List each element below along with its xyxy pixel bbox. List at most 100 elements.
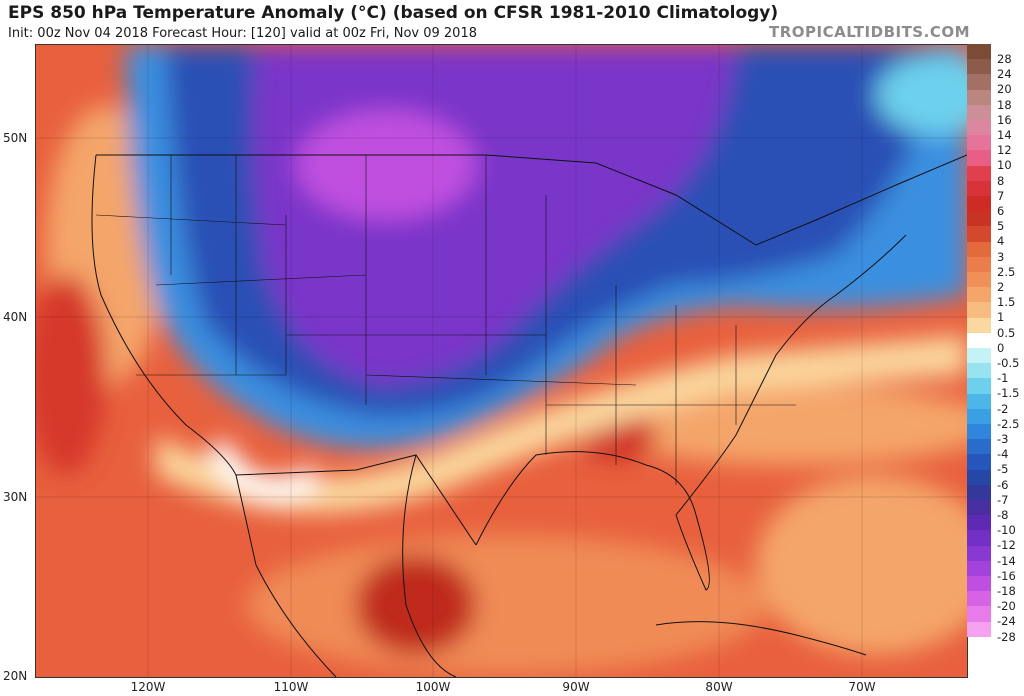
colorbar-label: 10 <box>997 158 1012 173</box>
colorbar-label: -5 <box>997 462 1009 477</box>
colorbar-label: -18 <box>997 584 1016 598</box>
run-info-subtitle: Init: 00z Nov 04 2018 Forecast Hour: [12… <box>8 26 477 41</box>
colorbar-swatch <box>967 439 991 455</box>
colorbar-label: -4 <box>997 447 1009 462</box>
colorbar-swatch <box>967 104 991 120</box>
colorbar-swatch <box>967 591 991 607</box>
coldest-core <box>296 110 476 220</box>
lat-label-40n: 40N <box>3 310 28 324</box>
colorbar-label: 0 <box>997 340 1005 355</box>
colorbar-swatch <box>967 226 991 242</box>
cool-patch-northeast <box>876 55 967 135</box>
lon-label-80w: 80W <box>705 680 733 694</box>
colorbar-label: -0.5 <box>997 356 1020 370</box>
colorbar-label: -2.5 <box>997 416 1020 431</box>
warm-band-caribbean <box>246 535 766 675</box>
colorbar-label: -16 <box>997 568 1016 583</box>
colorbar-swatch <box>967 500 991 516</box>
colorbar-swatch <box>967 621 991 637</box>
colorbar-swatch <box>967 332 991 348</box>
mexico-coast <box>402 454 457 677</box>
colorbar-swatch <box>967 424 991 440</box>
lat-label-20n: 20N <box>3 669 28 683</box>
colorbar-swatch <box>967 211 991 227</box>
colorbar-swatch <box>967 150 991 166</box>
colorbar-swatch <box>967 454 991 470</box>
colorbar-swatch <box>967 302 991 318</box>
colorbar-label: 6 <box>997 204 1005 218</box>
colorbar-label: -8 <box>997 508 1009 522</box>
colorbar-swatch <box>967 560 991 576</box>
colorbar-label: 1 <box>997 310 1005 325</box>
colorbar-label: 2.5 <box>997 264 1016 279</box>
colorbar-label: 8 <box>997 173 1005 188</box>
colorbar-swatch <box>967 317 991 333</box>
colorbar-label: 1.5 <box>997 295 1016 310</box>
colorbar-label: -7 <box>997 492 1009 507</box>
colorbar-label: -3 <box>997 432 1009 446</box>
state-boundaries <box>95 155 796 485</box>
brand-watermark: TROPICALTIDBITS.COM <box>769 23 970 41</box>
colorbar-label: -20 <box>997 599 1016 614</box>
colorbar-label: 7 <box>997 188 1005 203</box>
colorbar-label: 20 <box>997 82 1012 97</box>
hot-core-mexico <box>356 555 476 655</box>
colorbar-swatch <box>967 484 991 500</box>
colorbar-swatch <box>967 408 991 424</box>
colorbar-label: -10 <box>997 523 1016 538</box>
graticule <box>36 45 967 677</box>
anomaly-map-canvas <box>36 45 967 677</box>
colorbar-swatch <box>967 44 991 60</box>
map-title: EPS 850 hPa Temperature Anomaly (°C) (ba… <box>8 3 779 23</box>
lon-label-110w: 110W <box>273 680 309 694</box>
colorbar-swatch <box>967 89 991 105</box>
colorbar-swatch <box>967 530 991 546</box>
colorbar-label: 0.5 <box>997 325 1016 340</box>
lon-label-70w: 70W <box>848 680 876 694</box>
colorbar-label: 16 <box>997 112 1012 127</box>
baja-coast <box>235 474 337 677</box>
colorbar-label: 5 <box>997 219 1005 234</box>
colorbar-swatch <box>967 196 991 212</box>
lon-label-120w: 120W <box>130 680 166 694</box>
political-boundaries <box>91 154 967 677</box>
hot-core-pacific <box>36 275 106 475</box>
colorbar-label: -24 <box>997 614 1016 629</box>
colorbar-label: 4 <box>997 234 1005 249</box>
colorbar-swatch <box>967 515 991 531</box>
anomaly-map[interactable] <box>35 44 968 678</box>
colorbar-swatch <box>967 393 991 409</box>
colorbar-label: 28 <box>997 52 1012 66</box>
colorbar-swatch <box>967 135 991 151</box>
colorbar-swatch <box>967 256 991 272</box>
colorbar-swatch <box>967 348 991 364</box>
colorbar-swatch <box>967 180 991 196</box>
us-canada-border <box>96 154 967 246</box>
colorbar-label: 14 <box>997 128 1012 142</box>
cuba-outline <box>655 621 867 656</box>
colorbar-label: 2 <box>997 280 1005 294</box>
colorbar-swatch <box>967 576 991 592</box>
colorbar-label: -1.5 <box>997 386 1020 401</box>
lon-label-100w: 100W <box>415 680 451 694</box>
lat-label-30n: 30N <box>3 490 28 504</box>
lat-label-50n: 50N <box>3 131 28 145</box>
colorbar-label: -2 <box>997 401 1009 416</box>
lon-label-90w: 90W <box>562 680 590 694</box>
colorbar-swatch <box>967 120 991 136</box>
colorbar-label: -6 <box>997 477 1009 492</box>
colorbar-swatch <box>967 59 991 75</box>
colorbar-swatch <box>967 469 991 485</box>
colorbar-label: -1 <box>997 371 1009 386</box>
gulf-east-coast <box>475 234 907 591</box>
colorbar-swatch <box>967 287 991 303</box>
colorbar-label: 24 <box>997 67 1012 82</box>
colorbar-label: -12 <box>997 538 1016 553</box>
colorbar-label: 18 <box>997 97 1012 112</box>
colorbar-label: 12 <box>997 143 1012 158</box>
colorbar-swatch <box>967 74 991 90</box>
colorbar-swatch <box>967 606 991 622</box>
colorbar-swatch <box>967 241 991 257</box>
colorbar-label: 3 <box>997 249 1005 264</box>
colorbar-swatch <box>967 272 991 288</box>
